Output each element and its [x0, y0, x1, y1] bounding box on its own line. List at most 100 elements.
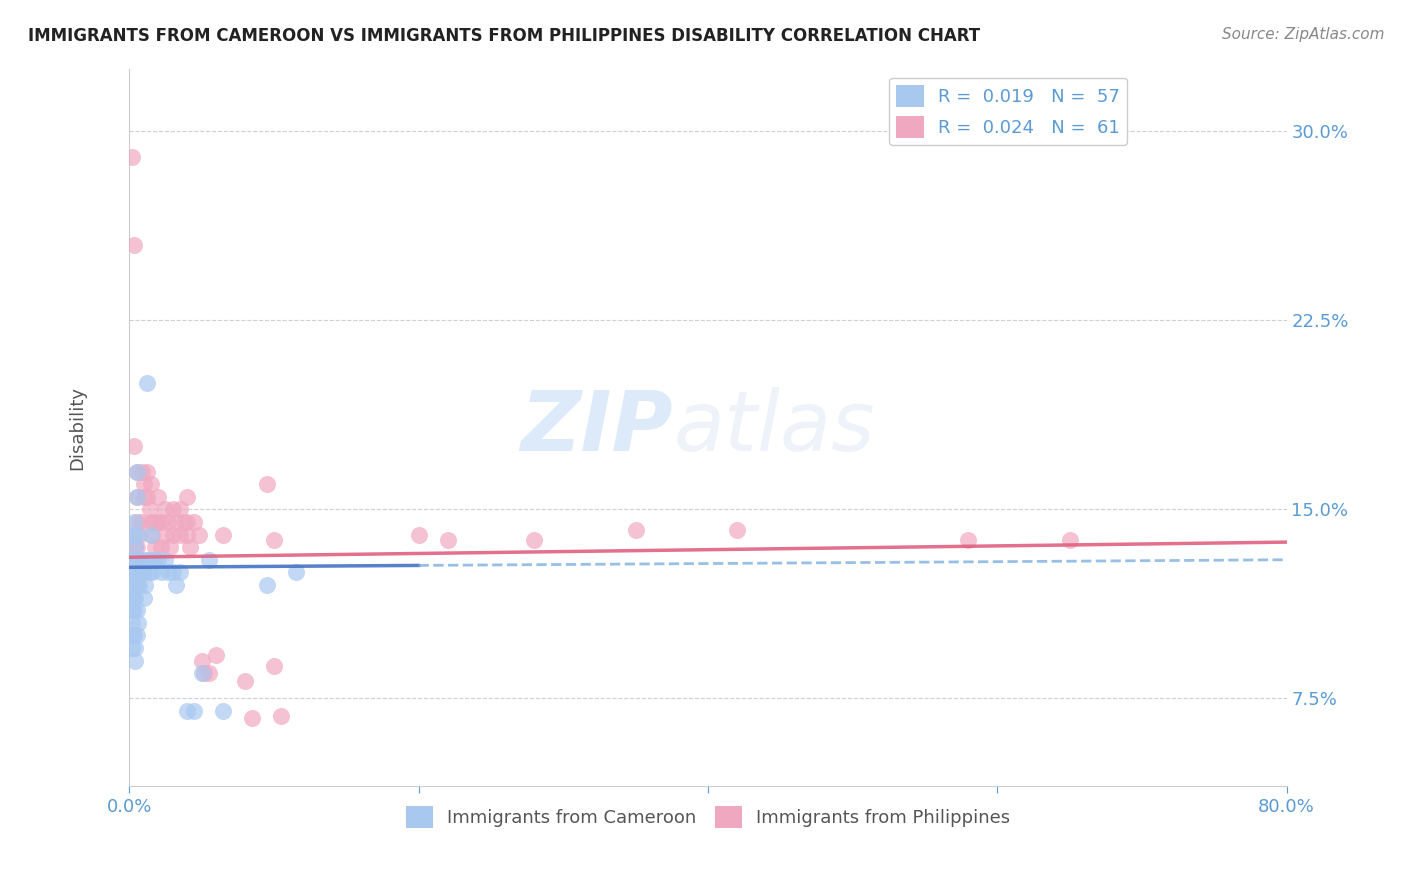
Point: [173, 515, 195, 529]
Point: [139, 477, 162, 491]
Point: [150, 515, 173, 529]
Point: [124, 653, 146, 667]
Point: [125, 540, 148, 554]
Point: [150, 566, 173, 580]
Point: [131, 566, 153, 580]
Point: [121, 591, 143, 605]
Point: [125, 515, 148, 529]
Point: [408, 527, 430, 541]
Point: [169, 566, 191, 580]
Point: [212, 704, 235, 718]
Point: [132, 566, 155, 580]
Point: [270, 709, 292, 723]
Point: [125, 628, 148, 642]
Point: [131, 465, 153, 479]
Point: [624, 523, 647, 537]
Point: [1059, 533, 1081, 547]
Point: [142, 515, 165, 529]
Point: [128, 527, 150, 541]
Point: [148, 515, 170, 529]
Point: [138, 502, 160, 516]
Point: [132, 553, 155, 567]
Point: [136, 553, 159, 567]
Point: [190, 666, 212, 681]
Point: [125, 527, 148, 541]
Point: [263, 658, 285, 673]
Point: [187, 527, 209, 541]
Point: [176, 704, 198, 718]
Point: [121, 615, 143, 630]
Point: [121, 566, 143, 580]
Point: [122, 527, 145, 541]
Point: [127, 615, 149, 630]
Point: [125, 603, 148, 617]
Point: [125, 490, 148, 504]
Text: atlas: atlas: [673, 387, 875, 468]
Point: [138, 566, 160, 580]
Point: [284, 566, 307, 580]
Point: [135, 490, 157, 504]
Point: [132, 477, 155, 491]
Point: [141, 566, 163, 580]
Point: [139, 553, 162, 567]
Point: [122, 238, 145, 252]
Point: [143, 553, 166, 567]
Point: [155, 553, 177, 567]
Point: [122, 578, 145, 592]
Point: [122, 439, 145, 453]
Point: [125, 553, 148, 567]
Point: [256, 477, 278, 491]
Point: [155, 527, 177, 541]
Point: [193, 666, 215, 681]
Legend: Immigrants from Cameroon, Immigrants from Philippines: Immigrants from Cameroon, Immigrants fro…: [398, 798, 1018, 835]
Point: [121, 553, 143, 567]
Point: [121, 628, 143, 642]
Point: [198, 666, 221, 681]
Point: [159, 540, 181, 554]
Point: [155, 502, 177, 516]
Point: [157, 515, 180, 529]
Point: [124, 566, 146, 580]
Point: [135, 376, 157, 391]
Point: [157, 566, 180, 580]
Point: [121, 640, 143, 655]
Point: [198, 553, 221, 567]
Point: [127, 566, 149, 580]
Point: [150, 540, 173, 554]
Point: [148, 490, 170, 504]
Point: [256, 578, 278, 592]
Point: [135, 465, 157, 479]
Point: [124, 553, 146, 567]
Point: [169, 527, 191, 541]
Point: [179, 540, 201, 554]
Text: ZIP: ZIP: [520, 387, 673, 468]
Point: [122, 603, 145, 617]
Point: [129, 515, 152, 529]
Point: [263, 533, 285, 547]
Point: [176, 527, 198, 541]
Point: [190, 653, 212, 667]
Point: [125, 465, 148, 479]
Point: [121, 578, 143, 592]
Point: [134, 578, 156, 592]
Point: [132, 490, 155, 504]
Point: [205, 648, 228, 663]
Point: [129, 553, 152, 567]
Point: [176, 515, 198, 529]
Point: [125, 465, 148, 479]
Point: [183, 704, 205, 718]
Point: [124, 640, 146, 655]
Point: [148, 553, 170, 567]
Point: [162, 527, 184, 541]
Point: [128, 578, 150, 592]
Point: [165, 515, 187, 529]
Point: [183, 515, 205, 529]
Text: IMMIGRANTS FROM CAMEROON VS IMMIGRANTS FROM PHILIPPINES DISABILITY CORRELATION C: IMMIGRANTS FROM CAMEROON VS IMMIGRANTS F…: [28, 27, 980, 45]
Point: [240, 711, 263, 725]
Point: [143, 540, 166, 554]
Point: [121, 150, 143, 164]
Point: [122, 553, 145, 567]
Point: [165, 578, 187, 592]
Text: Disability: Disability: [69, 385, 86, 469]
Point: [139, 527, 162, 541]
